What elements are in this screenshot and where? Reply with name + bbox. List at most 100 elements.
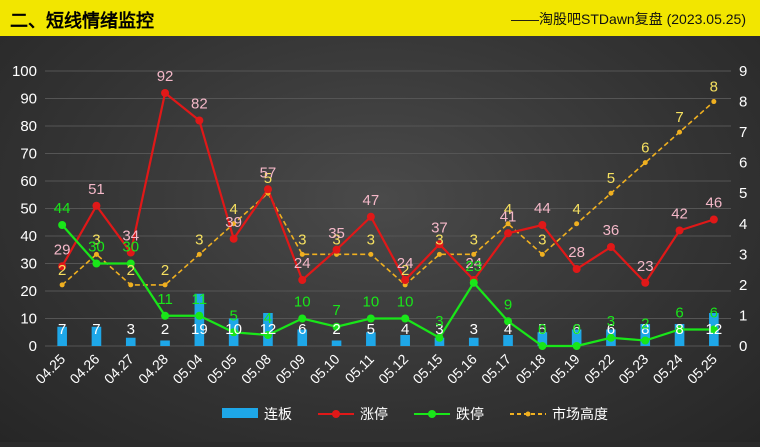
data-label-height: 2 xyxy=(127,262,135,279)
bar-lianban xyxy=(57,326,67,346)
data-label-lianban: 7 xyxy=(58,321,66,338)
data-label-lianban: 2 xyxy=(161,321,169,338)
data-label-dieting: 3 xyxy=(435,313,443,330)
x-tick-label: 05.18 xyxy=(512,351,548,387)
bar-lianban xyxy=(160,340,170,346)
series-line-dieting xyxy=(61,224,714,348)
point-zhangting xyxy=(641,278,650,287)
data-label-lianban: 3 xyxy=(127,321,135,338)
data-label-lianban: 19 xyxy=(191,321,208,338)
legend-marker xyxy=(332,410,340,418)
data-label-zhangting: 57 xyxy=(260,164,277,181)
source-label: ——淘股吧STDawn复盘 (2023.05.25) xyxy=(511,11,746,27)
y-tick-label: 50 xyxy=(20,201,37,218)
point-zhangting xyxy=(401,276,410,284)
data-label-height: 2 xyxy=(401,262,409,279)
point-dieting xyxy=(263,331,272,339)
point-zhangting xyxy=(58,262,67,271)
data-label-dieting: 0 xyxy=(538,321,546,338)
data-label-lianban: 3 xyxy=(435,321,443,338)
point-zhangting xyxy=(195,116,204,125)
data-label-height: 3 xyxy=(298,231,306,248)
point-zhangting xyxy=(709,215,718,224)
point-dieting xyxy=(58,221,67,229)
x-tick-label: 05.11 xyxy=(342,351,378,387)
data-label-lianban: 3 xyxy=(470,321,478,338)
data-label-lianban: 5 xyxy=(367,321,375,338)
x-tick-label: 05.12 xyxy=(375,351,411,387)
bar-lianban xyxy=(400,335,410,346)
data-label-height: 3 xyxy=(538,231,546,248)
data-label-lianban: 12 xyxy=(260,321,277,338)
data-label-zhangting: 24 xyxy=(465,255,482,272)
data-label-height: 8 xyxy=(710,79,718,96)
data-label-dieting: 23 xyxy=(465,258,482,275)
y2-tick-label: 6 xyxy=(739,155,747,172)
data-label-dieting: 10 xyxy=(294,294,311,311)
data-label-zhangting: 82 xyxy=(191,96,208,113)
data-label-zhangting: 37 xyxy=(431,219,448,236)
point-dieting xyxy=(606,333,615,342)
point-dieting xyxy=(332,322,341,331)
data-label-lianban: 5 xyxy=(538,321,546,338)
point-height xyxy=(642,160,648,166)
point-height xyxy=(299,251,305,257)
data-label-zhangting: 39 xyxy=(225,214,242,231)
data-label-zhangting: 42 xyxy=(671,206,688,223)
y2-tick-label: 0 xyxy=(739,338,747,355)
bar-lianban xyxy=(331,340,342,346)
series-line-height xyxy=(61,100,715,286)
data-label-height: 4 xyxy=(229,201,237,218)
point-height xyxy=(196,251,202,257)
data-label-dieting: 4 xyxy=(264,310,272,327)
data-label-lianban: 10 xyxy=(225,321,242,338)
point-dieting xyxy=(401,314,410,323)
point-dieting xyxy=(709,325,718,334)
data-label-height: 6 xyxy=(641,140,649,157)
data-label-dieting: 7 xyxy=(332,302,340,319)
data-label-zhangting: 51 xyxy=(88,181,105,198)
bar-lianban xyxy=(571,329,582,346)
point-dieting xyxy=(469,278,478,287)
data-label-zhangting: 35 xyxy=(328,225,345,242)
point-height xyxy=(471,251,477,257)
bar-lianban xyxy=(297,329,308,346)
x-tick-label: 05.04 xyxy=(169,351,205,387)
point-dieting xyxy=(366,314,375,323)
data-label-zhangting: 24 xyxy=(397,255,414,272)
data-label-zhangting: 41 xyxy=(500,208,517,225)
y-tick-label: 90 xyxy=(20,91,37,108)
point-height xyxy=(711,99,717,105)
legend-marker xyxy=(525,411,531,417)
data-label-height: 3 xyxy=(470,231,478,248)
data-label-zhangting: 44 xyxy=(534,200,551,217)
bar-lianban xyxy=(537,332,548,346)
chart-area: 0 10 20 30 40 50 60 70 80 90 100 0 1 2 3 4 5 6 7 8 9 04.25 04.… xyxy=(0,36,760,442)
data-label-height: 3 xyxy=(435,231,443,248)
point-dieting xyxy=(161,311,170,320)
data-label-zhangting: 23 xyxy=(637,258,654,275)
data-label-dieting: 5 xyxy=(229,307,237,324)
point-height xyxy=(505,221,511,227)
data-label-dieting: 10 xyxy=(363,294,380,311)
point-dieting xyxy=(675,325,684,334)
data-label-height: 4 xyxy=(504,201,512,218)
point-zhangting xyxy=(435,240,444,249)
data-label-zhangting: 36 xyxy=(603,222,620,239)
y-tick-label: 100 xyxy=(12,63,37,80)
point-zhangting xyxy=(675,226,684,235)
x-tick-label: 05.16 xyxy=(444,351,480,387)
data-label-zhangting: 46 xyxy=(706,195,723,212)
bar-lianban xyxy=(503,335,513,346)
legend-label: 连板 xyxy=(264,406,292,422)
data-label-lianban: 7 xyxy=(92,321,100,338)
data-label-lianban: 8 xyxy=(641,321,649,338)
data-label-height: 5 xyxy=(264,170,272,187)
point-dieting xyxy=(641,336,650,345)
data-label-zhangting: 47 xyxy=(363,192,380,209)
data-label-lianban: 4 xyxy=(401,321,409,338)
point-height xyxy=(231,221,237,227)
point-dieting xyxy=(538,342,547,350)
data-label-lianban: 4 xyxy=(504,321,512,338)
y-tick-label: 40 xyxy=(20,228,37,245)
